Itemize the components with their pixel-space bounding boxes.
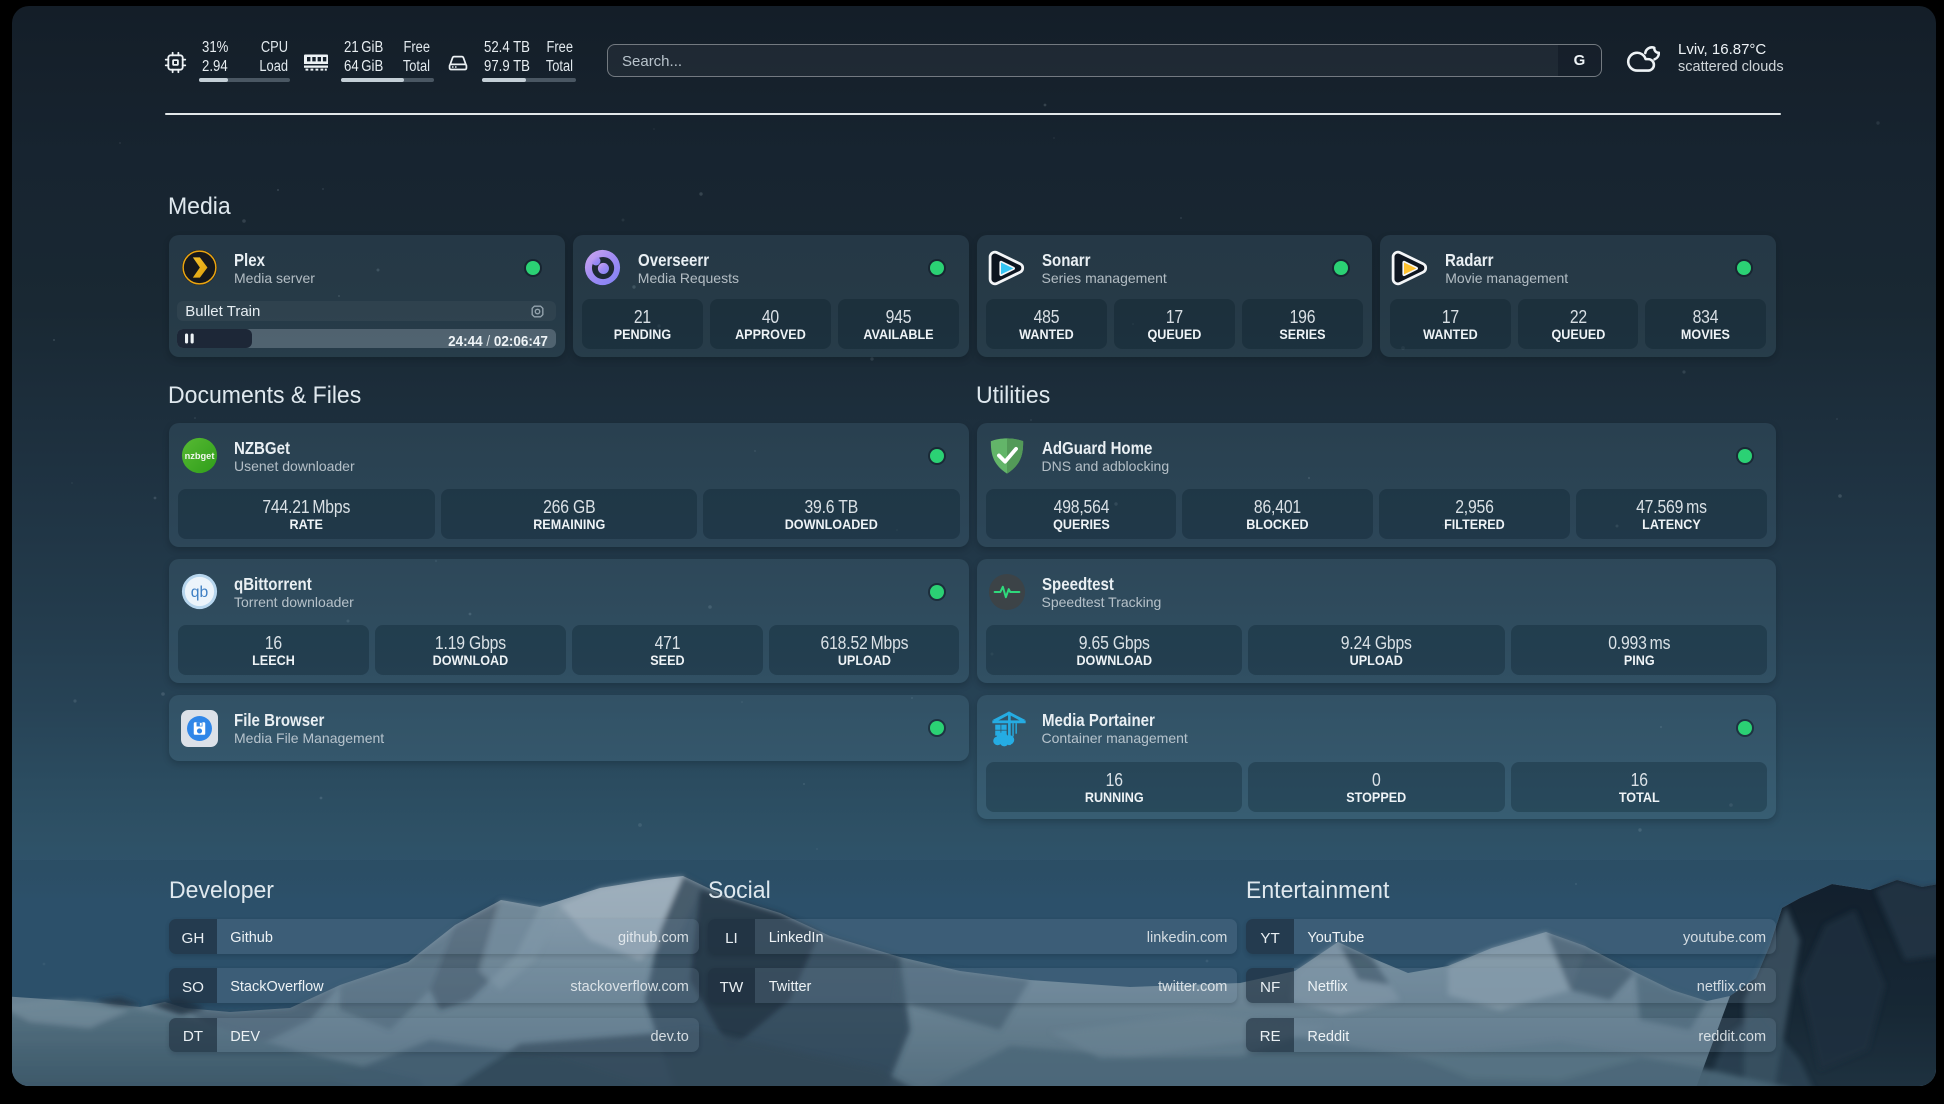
svg-text:nzbget: nzbget bbox=[184, 451, 214, 461]
svg-text:qb: qb bbox=[190, 584, 208, 601]
